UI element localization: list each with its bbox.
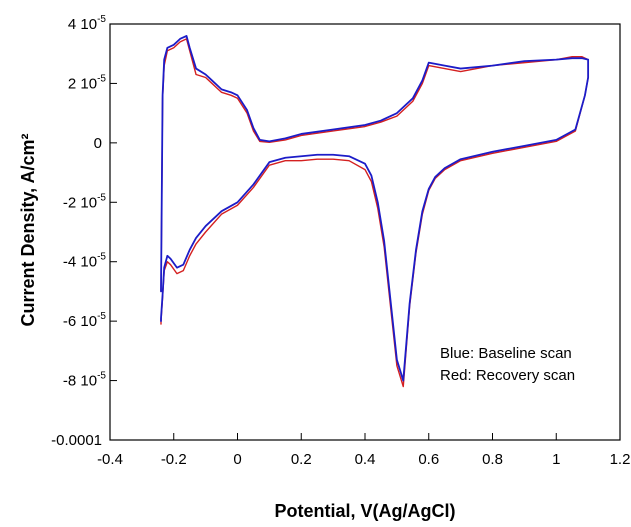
y-tick-label: -4 10-5 bbox=[63, 252, 107, 271]
y-tick-label: -6 10-5 bbox=[63, 311, 107, 330]
y-axis-ticks: 4 10-52 10-50-2 10-5-4 10-5-6 10-5-8 10-… bbox=[51, 14, 117, 449]
y-tick-label: -2 10-5 bbox=[63, 192, 107, 211]
x-tick-label: 0 bbox=[233, 451, 241, 468]
x-tick-label: 1 bbox=[552, 451, 560, 468]
y-tick-label-exponent: -5 bbox=[97, 252, 106, 263]
series-layer bbox=[160, 34, 590, 388]
y-tick-label: -0.0001 bbox=[51, 432, 102, 449]
x-tick-label: -0.4 bbox=[97, 451, 123, 468]
y-axis-title: Current Density, A/cm² bbox=[18, 133, 38, 326]
y-tick-label-base: 4 10 bbox=[68, 16, 97, 33]
y-tick-label: -8 10-5 bbox=[63, 371, 107, 390]
y-tick-label-exponent: -5 bbox=[97, 14, 106, 25]
y-tick-label-exponent: -5 bbox=[97, 371, 106, 382]
x-tick-label: 0.4 bbox=[355, 451, 376, 468]
y-tick-label: 0 bbox=[94, 135, 102, 152]
y-tick-label: 4 10-5 bbox=[68, 14, 107, 33]
y-tick-label-base: 2 10 bbox=[68, 75, 97, 92]
y-tick-label-base: -4 10 bbox=[63, 254, 97, 271]
x-axis-ticks: -0.4 -0.2 0 0.2 0.4 0.6 0.8 1 1.2 bbox=[97, 433, 630, 468]
annotation-baseline: Blue: Baseline scan bbox=[440, 345, 572, 362]
x-tick-label: 1.2 bbox=[610, 451, 631, 468]
y-tick-label-exponent: -5 bbox=[97, 192, 106, 203]
x-tick-label: 0.6 bbox=[418, 451, 439, 468]
x-tick-label: -0.2 bbox=[161, 451, 187, 468]
x-tick-label: 0.8 bbox=[482, 451, 503, 468]
x-axis-title: Potential, V(Ag/AgCl) bbox=[275, 501, 456, 521]
baseline-scan-line bbox=[160, 34, 590, 382]
y-tick-label-exponent: -5 bbox=[97, 73, 106, 84]
y-tick-label-base: 0 bbox=[94, 135, 102, 152]
x-tick-label: 0.2 bbox=[291, 451, 312, 468]
y-tick-label-exponent: -5 bbox=[97, 311, 106, 322]
y-tick-label-base: -2 10 bbox=[63, 194, 97, 211]
recovery-scan-line bbox=[160, 38, 589, 388]
y-tick-label-base: -6 10 bbox=[63, 313, 97, 330]
y-tick-label: 2 10-5 bbox=[68, 73, 107, 92]
y-tick-label-base: -8 10 bbox=[63, 373, 97, 390]
y-tick-label-base: -0.0001 bbox=[51, 432, 102, 449]
annotation-recovery: Red: Recovery scan bbox=[440, 367, 575, 384]
